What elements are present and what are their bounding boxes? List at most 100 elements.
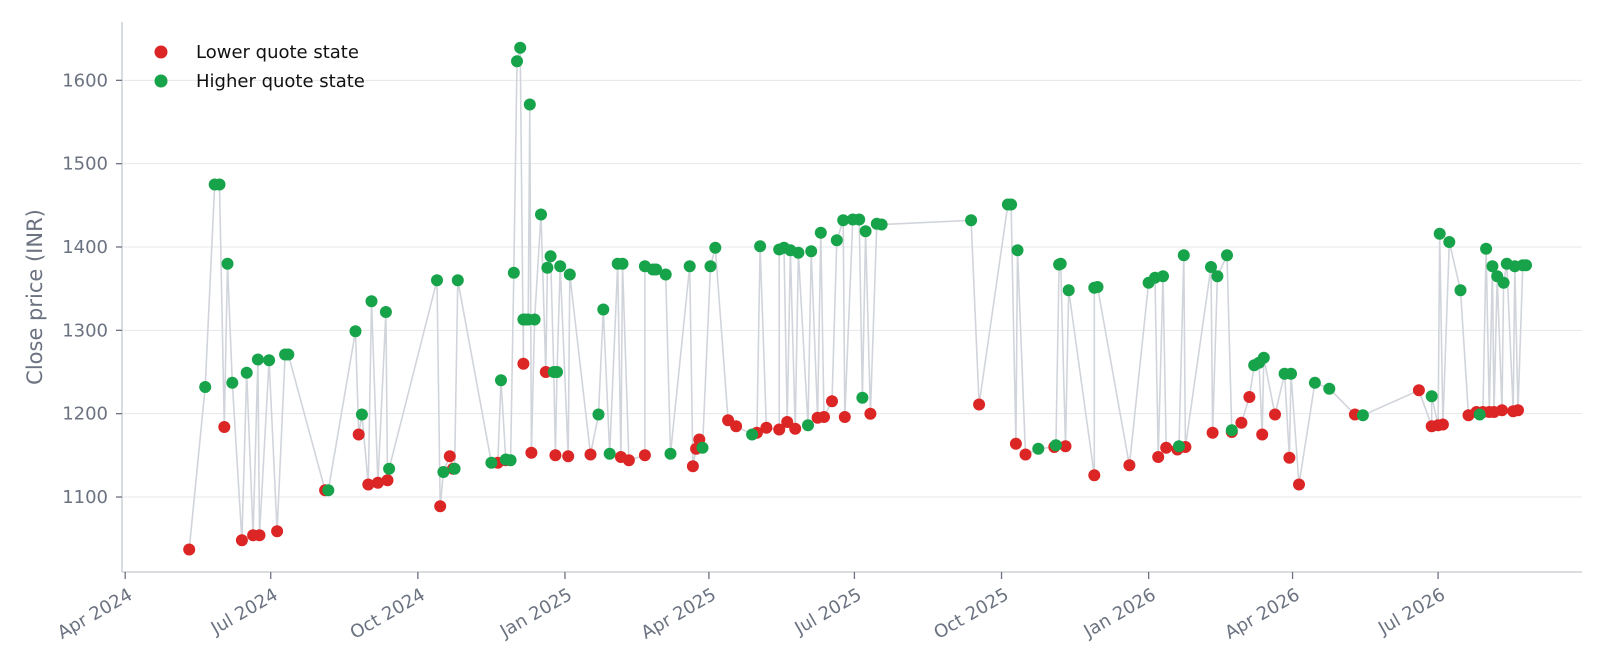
data-point-lower xyxy=(271,525,284,538)
data-point-higher xyxy=(1454,284,1467,297)
legend-label-lower: Lower quote state xyxy=(196,42,359,63)
data-point-higher xyxy=(1062,284,1075,297)
x-tick-label: Apr 2024 xyxy=(54,584,136,644)
data-point-higher xyxy=(603,447,616,460)
data-point-higher xyxy=(754,240,767,253)
data-point-higher xyxy=(448,462,461,475)
y-tick-label: 1200 xyxy=(62,404,108,425)
data-point-higher xyxy=(1257,351,1270,364)
data-point-lower xyxy=(362,478,375,491)
data-point-lower xyxy=(381,474,394,487)
data-point-higher xyxy=(792,246,805,259)
data-point-higher xyxy=(355,408,368,421)
data-point-higher xyxy=(213,178,226,191)
data-point-lower xyxy=(1019,448,1032,461)
data-point-higher xyxy=(551,366,563,378)
data-point-higher xyxy=(485,456,498,469)
data-point-higher xyxy=(1205,261,1217,273)
series-lower xyxy=(183,357,1524,556)
data-point-lower xyxy=(1496,404,1508,417)
data-point-lower xyxy=(218,421,231,433)
x-tick-label: Jul 2025 xyxy=(790,584,865,639)
data-point-higher xyxy=(1177,249,1190,262)
data-point-higher xyxy=(523,98,536,111)
y-tick-label: 1500 xyxy=(62,154,108,175)
x-tick-label: Oct 2025 xyxy=(930,584,1012,644)
legend-label-higher: Higher quote state xyxy=(196,71,365,92)
data-point-higher xyxy=(805,245,818,258)
data-point-higher xyxy=(965,214,978,227)
data-point-higher xyxy=(1308,376,1321,389)
data-point-lower xyxy=(973,398,986,411)
data-point-lower xyxy=(1293,478,1305,491)
data-point-higher xyxy=(1005,198,1018,211)
data-point-higher xyxy=(1425,390,1438,403)
data-point-lower xyxy=(864,407,877,420)
data-point-higher xyxy=(451,274,464,287)
data-point-higher xyxy=(664,447,677,460)
data-point-higher xyxy=(683,260,696,273)
data-point-higher xyxy=(1054,257,1067,270)
data-point-higher xyxy=(659,268,672,281)
data-point-lower xyxy=(352,428,365,441)
data-point-higher xyxy=(263,354,276,367)
data-point-higher xyxy=(1049,439,1062,452)
x-ticks: Apr 2024 Jul 2024 Oct 2024 Jan 2025 Apr 2025… xyxy=(54,572,1449,644)
data-point-higher xyxy=(199,381,212,393)
data-point-higher xyxy=(535,208,547,221)
data-point-higher xyxy=(837,214,850,227)
data-point-higher xyxy=(1225,424,1238,437)
data-point-lower xyxy=(1269,408,1281,421)
data-point-lower xyxy=(638,449,651,462)
data-point-higher xyxy=(251,353,264,366)
data-point-lower xyxy=(517,357,530,370)
data-point-lower xyxy=(789,422,802,435)
data-point-lower xyxy=(443,450,456,463)
data-point-lower xyxy=(818,411,830,423)
x-tick-label: Apr 2025 xyxy=(638,584,720,644)
data-point-higher xyxy=(1173,440,1185,453)
y-tick-label: 1300 xyxy=(62,320,108,341)
data-point-lower xyxy=(838,411,851,423)
data-point-lower xyxy=(1160,441,1173,454)
data-point-lower xyxy=(1512,404,1524,417)
data-point-higher xyxy=(544,250,557,263)
data-point-higher xyxy=(696,441,709,454)
x-tick-label: Jan 2026 xyxy=(1080,584,1160,642)
data-point-lower xyxy=(235,534,248,547)
data-point-higher xyxy=(511,55,523,68)
legend: Lower quote state Higher quote state xyxy=(154,42,365,92)
data-point-higher xyxy=(1032,442,1045,455)
data-point-higher xyxy=(563,268,576,281)
data-point-higher xyxy=(814,226,827,239)
y-tick-label: 1600 xyxy=(62,70,108,91)
data-point-lower xyxy=(549,449,562,462)
data-point-higher xyxy=(226,376,239,389)
data-point-higher xyxy=(1520,259,1532,272)
data-point-higher xyxy=(1211,270,1224,283)
data-point-lower xyxy=(622,454,635,467)
data-point-higher xyxy=(859,225,872,238)
data-points xyxy=(183,41,1532,556)
data-point-higher xyxy=(282,348,295,361)
data-point-lower xyxy=(584,448,597,461)
data-point-higher xyxy=(592,408,605,421)
x-tick-label: Jul 2024 xyxy=(207,584,282,639)
data-point-higher xyxy=(495,374,507,387)
data-point-higher xyxy=(349,325,362,338)
data-point-higher xyxy=(504,454,517,467)
data-point-lower xyxy=(686,460,699,473)
data-point-lower xyxy=(253,529,266,542)
data-point-higher xyxy=(528,313,541,326)
grid-lines xyxy=(122,79,1582,498)
data-point-higher xyxy=(379,306,392,318)
data-point-higher xyxy=(507,266,520,279)
data-point-higher xyxy=(802,419,814,432)
data-point-higher xyxy=(322,484,335,497)
data-point-lower xyxy=(183,543,196,556)
data-point-lower xyxy=(562,450,575,463)
data-point-higher xyxy=(554,260,567,273)
data-point-lower xyxy=(730,420,743,433)
